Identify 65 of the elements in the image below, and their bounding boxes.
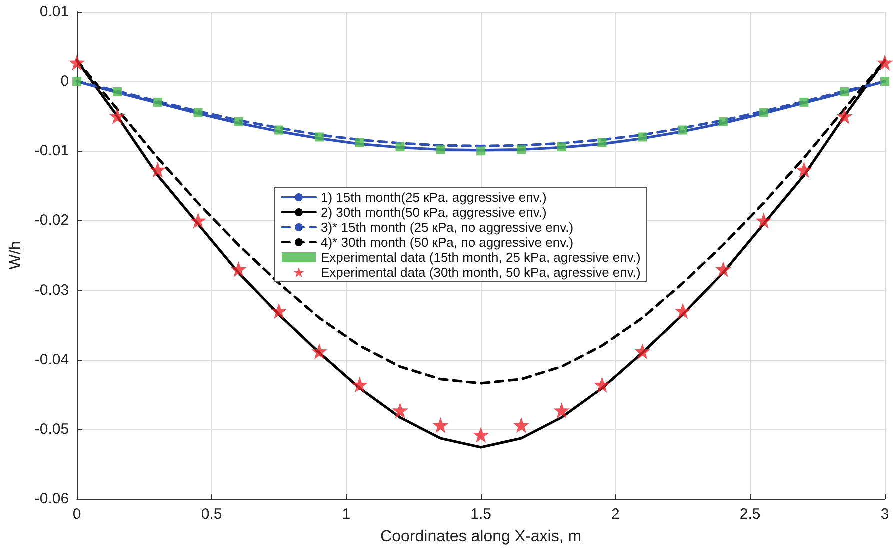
point [355,138,364,148]
legend-label: 4)* 30th month (50 кPa, no aggressive env.) [321,235,574,250]
y-tick-label: -0.01 [34,142,70,160]
y-tick-label: -0.04 [34,351,70,368]
y-tick-label: -0.03 [34,282,70,299]
point [678,126,688,135]
point [476,146,486,156]
point [800,98,809,107]
point [230,261,247,278]
y-tick-label: -0.02 [34,212,70,230]
point [594,376,610,393]
point [314,132,324,142]
point [150,162,166,178]
y-tick-label: 0.01 [40,4,70,20]
point [715,261,732,278]
point [436,145,446,154]
x-tick-label: 3 [880,506,890,523]
legend-label: 1) 15th month(25 кPa, aggressive env.) [321,190,547,205]
y-tick-label: 0 [60,73,70,90]
point [392,402,408,419]
point [513,417,530,434]
point [638,132,648,142]
point [190,212,206,229]
y-axis-title: W/h [8,241,24,270]
point [109,108,126,124]
x-tick-label: 0.5 [201,506,222,523]
point [274,126,284,135]
point [557,142,566,152]
x-axis-title: Coordinates along X-axis, m [380,528,582,546]
point [675,303,692,320]
point [634,344,651,360]
x-tick-label: 1 [342,506,351,523]
point [271,303,288,320]
point [72,77,82,86]
point [554,402,570,419]
legend-label: 2) 30th month(50 кPa, aggressive env.) [321,205,547,220]
point [598,138,607,148]
point [796,162,812,178]
point [112,88,122,97]
point [311,344,328,360]
point [396,142,405,152]
x-tick-label: 1.5 [470,506,492,523]
point [759,108,768,118]
point [718,117,728,126]
point [194,108,203,118]
point [234,117,244,126]
legend-label: Experimental data (30th month, 50 kPa, agressive env.) [321,265,641,280]
point [153,98,162,107]
point [473,426,490,443]
point [880,77,890,86]
point [432,417,449,434]
x-tick-label: 2.5 [740,506,761,523]
point [69,54,86,71]
point [836,108,853,124]
point [840,88,850,97]
y-tick-label: -0.05 [34,420,70,438]
y-tick-label: -0.06 [34,490,70,508]
point [352,376,368,393]
legend-label: Experimental data (15th month, 25 kPa, agressive env.) [321,250,641,265]
point [516,145,526,154]
point [756,212,772,229]
legend-label: 3)* 15th month (25 кPa, no aggressive env.) [321,220,574,235]
x-tick-label: 0 [72,506,82,523]
x-tick-label: 2 [612,506,620,523]
point [877,54,893,71]
